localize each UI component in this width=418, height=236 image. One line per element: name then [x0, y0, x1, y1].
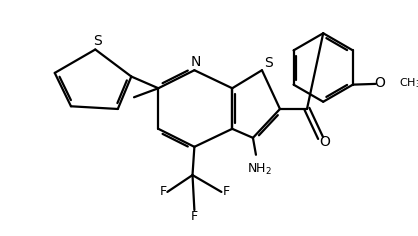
- Text: NH$_2$: NH$_2$: [247, 162, 272, 177]
- Text: O: O: [320, 135, 331, 149]
- Text: S: S: [264, 56, 273, 70]
- Text: N: N: [190, 55, 201, 69]
- Text: S: S: [93, 34, 102, 48]
- Text: F: F: [222, 185, 229, 198]
- Text: F: F: [159, 185, 166, 198]
- Text: O: O: [375, 76, 385, 90]
- Text: F: F: [191, 210, 198, 223]
- Text: CH$_3$: CH$_3$: [399, 76, 418, 90]
